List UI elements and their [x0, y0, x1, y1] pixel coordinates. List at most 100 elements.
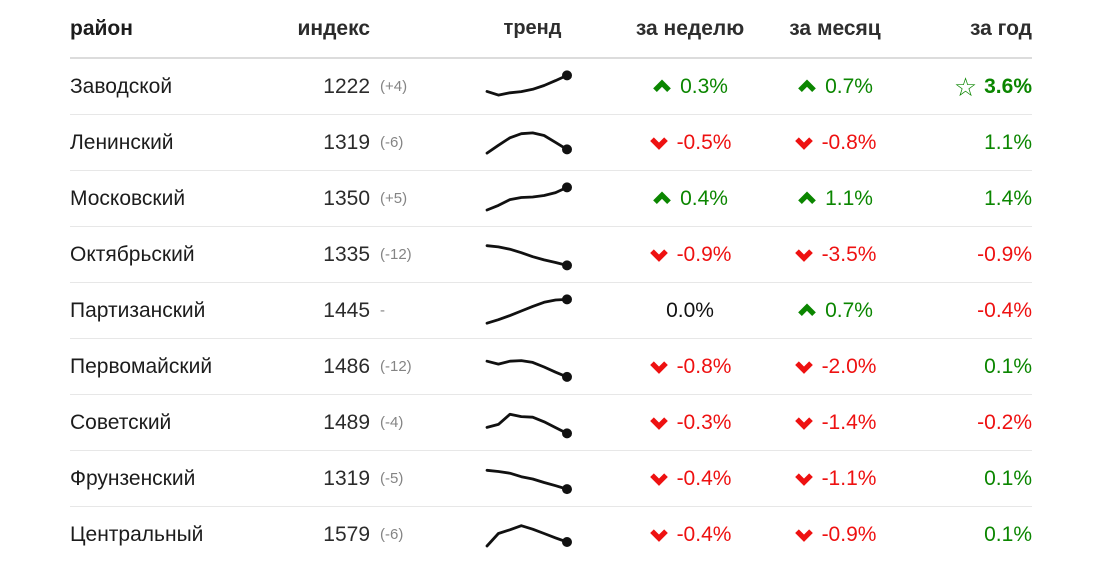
district-name: Октябрьский [70, 242, 195, 266]
year-change-value: 0.1% [984, 354, 1032, 378]
chevron-up-icon [652, 79, 672, 94]
index-value: 1579 [323, 522, 370, 546]
chevron-down-icon [794, 527, 814, 542]
month-change-value: -2.0% [821, 354, 877, 378]
table-row: Ленинский 1319 (-6) -0.5% -0.8% 1.1% [70, 115, 1032, 171]
month-change-value: -3.5% [821, 242, 877, 266]
district-name: Партизанский [70, 298, 206, 322]
district-name: Советский [70, 410, 172, 434]
week-change-value: -0.4% [676, 466, 732, 490]
week-change-value: -0.8% [676, 354, 732, 378]
table-row: Заводской 1222 (+4) 0.3% 0.7% ☆ 3.6% [70, 59, 1032, 115]
index-value: 1489 [323, 410, 370, 434]
month-change-cell: -3.5% [760, 243, 910, 267]
index-value: 1319 [323, 130, 370, 154]
column-header-trend: тренд [503, 17, 562, 39]
table-row: Центральный 1579 (-6) -0.4% -0.9% 0.1% [70, 507, 1032, 562]
chevron-down-icon [794, 247, 814, 262]
chevron-down-icon [649, 135, 669, 150]
month-change-value: 0.7% [825, 74, 873, 98]
index-change: (-12) [380, 358, 412, 375]
month-change-cell: -0.9% [760, 523, 910, 547]
week-change-value: -0.5% [676, 130, 732, 154]
chevron-up-icon [797, 303, 817, 318]
table-body: Заводской 1222 (+4) 0.3% 0.7% ☆ 3.6% Лени… [70, 59, 1032, 562]
trend-sparkline [445, 459, 620, 499]
district-name: Центральный [70, 522, 204, 546]
week-change-value: -0.3% [676, 410, 732, 434]
year-change-value: -0.9% [977, 242, 1032, 266]
chevron-down-icon [794, 471, 814, 486]
chevron-up-icon [797, 191, 817, 206]
trend-sparkline [445, 67, 620, 107]
index-value: 1222 [323, 74, 370, 98]
year-change-value: 0.1% [984, 522, 1032, 546]
month-change-value: -1.1% [821, 466, 877, 490]
month-change-cell: -1.1% [760, 467, 910, 491]
week-change-cell: -0.4% [620, 523, 760, 547]
month-change-cell: 0.7% [760, 299, 910, 323]
column-header-district: район [70, 16, 133, 40]
chevron-up-icon [652, 191, 672, 206]
column-header-month: за месяц [789, 16, 881, 40]
chevron-down-icon [794, 359, 814, 374]
month-change-value: 0.7% [825, 298, 873, 322]
trend-sparkline [445, 291, 620, 331]
year-change-value: 3.6% [984, 74, 1032, 98]
chevron-down-icon [794, 415, 814, 430]
week-change-cell: -0.5% [620, 131, 760, 155]
year-change-value: 1.4% [984, 186, 1032, 210]
table-row: Октябрьский 1335 (-12) -0.9% -3.5% -0.9% [70, 227, 1032, 283]
table-row: Партизанский 1445 - 0.0% 0.7% -0.4% [70, 283, 1032, 339]
year-change-cell: 1.4% [910, 187, 1032, 211]
index-change: (-12) [380, 246, 412, 263]
district-name: Первомайский [70, 354, 213, 378]
month-change-value: -0.8% [821, 130, 877, 154]
week-change-cell: -0.9% [620, 243, 760, 267]
week-change-cell: 0.4% [620, 187, 760, 211]
district-name: Ленинский [70, 130, 174, 154]
year-change-cell: 0.1% [910, 355, 1032, 379]
year-change-value: 1.1% [984, 130, 1032, 154]
month-change-cell: 0.7% [760, 75, 910, 99]
week-change-value: 0.4% [680, 186, 728, 210]
month-change-value: 1.1% [825, 186, 873, 210]
chevron-down-icon [649, 527, 669, 542]
week-change-value: -0.4% [676, 522, 732, 546]
chevron-down-icon [649, 471, 669, 486]
chevron-down-icon [794, 135, 814, 150]
year-change-cell: -0.9% [910, 243, 1032, 267]
month-change-cell: 1.1% [760, 187, 910, 211]
table-row: Фрунзенский 1319 (-5) -0.4% -1.1% 0.1% [70, 451, 1032, 507]
chevron-up-icon [797, 79, 817, 94]
year-change-cell: -0.2% [910, 411, 1032, 435]
table-header-row: район индекс тренд за неделю за месяц за… [70, 0, 1032, 59]
trend-sparkline [445, 235, 620, 275]
table-row: Первомайский 1486 (-12) -0.8% -2.0% 0.1% [70, 339, 1032, 395]
index-value: 1445 [323, 298, 370, 322]
index-change: (-6) [380, 526, 404, 543]
year-change-cell: -0.4% [910, 299, 1032, 323]
column-header-index: индекс [297, 16, 370, 40]
index-change: (-5) [380, 470, 404, 487]
district-name: Фрунзенский [70, 466, 196, 490]
index-value: 1486 [323, 354, 370, 378]
index-change: (-4) [380, 414, 404, 431]
year-change-value: -0.4% [977, 298, 1032, 322]
district-name: Заводской [70, 74, 173, 98]
chevron-down-icon [649, 359, 669, 374]
week-change-cell: 0.3% [620, 75, 760, 99]
week-change-cell: 0.0% [620, 299, 760, 323]
week-change-value: 0.0% [666, 298, 714, 322]
week-change-cell: -0.8% [620, 355, 760, 379]
trend-sparkline [445, 403, 620, 443]
column-header-year: за год [969, 16, 1032, 40]
year-change-cell: 0.1% [910, 523, 1032, 547]
district-name: Московский [70, 186, 186, 210]
month-change-cell: -2.0% [760, 355, 910, 379]
chevron-down-icon [649, 415, 669, 430]
trend-sparkline [445, 347, 620, 387]
trend-sparkline [445, 515, 620, 555]
week-change-cell: -0.4% [620, 467, 760, 491]
year-change-cell: 1.1% [910, 131, 1032, 155]
